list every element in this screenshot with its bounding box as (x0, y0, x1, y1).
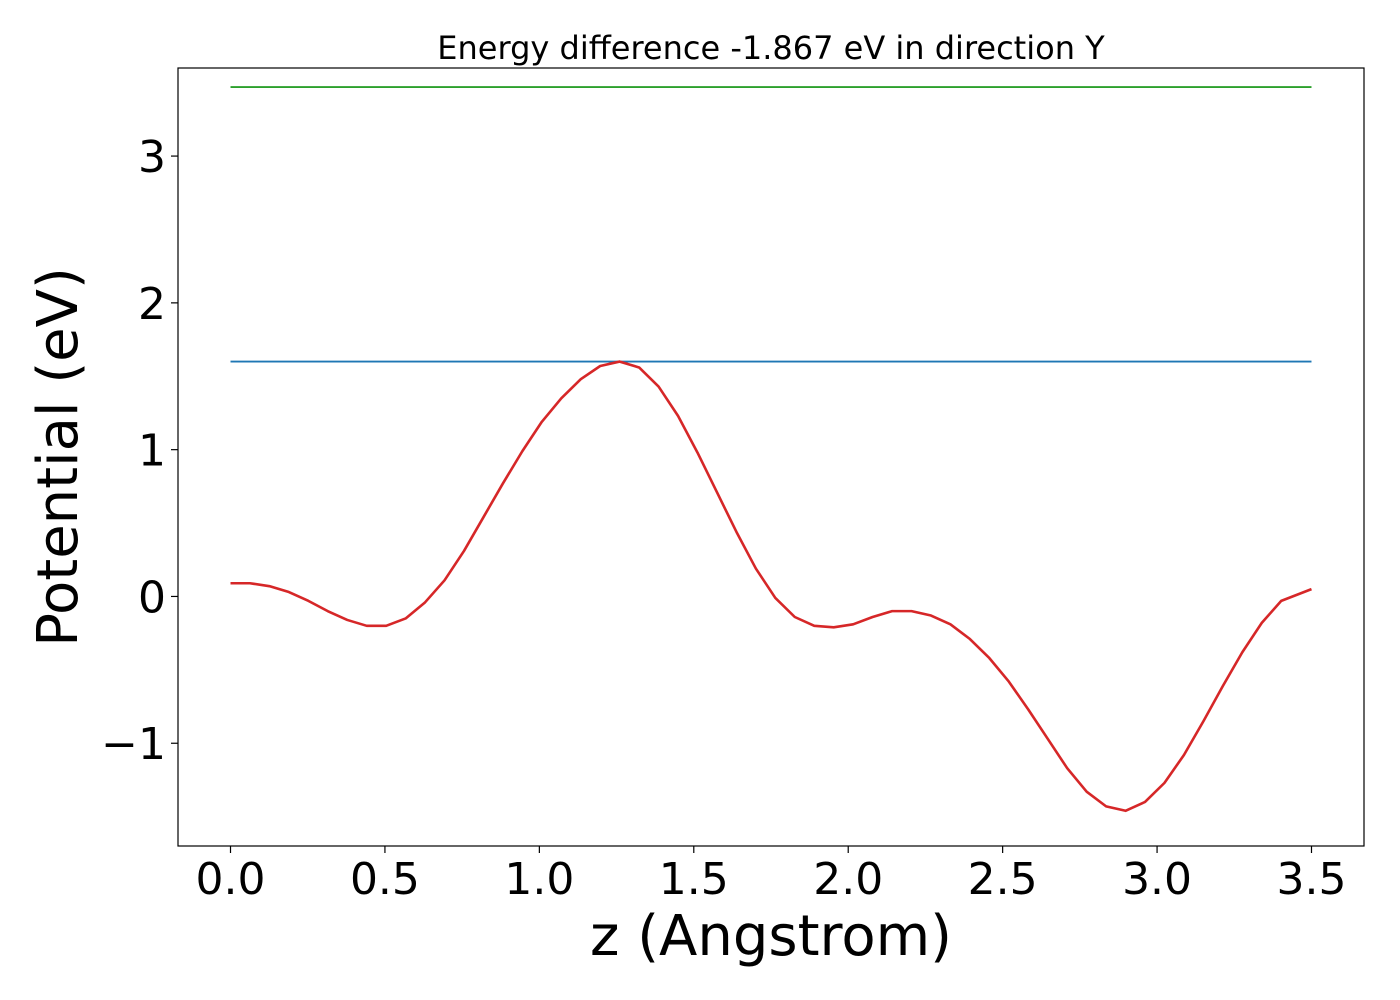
series-line-2 (230, 360, 1312, 813)
series-layer (230, 86, 1312, 813)
y-axis-ticks: −1 0 1 2 3 (101, 132, 178, 770)
y-tick-label: 1 (138, 426, 166, 477)
y-axis-label: Potential (eV) (26, 267, 91, 647)
y-tick-label: 2 (138, 279, 166, 330)
y-tick-label: 3 (138, 132, 166, 183)
x-tick-label: 3.5 (1277, 854, 1347, 905)
x-tick-label: 0.0 (196, 854, 266, 905)
x-tick-label: 2.0 (813, 854, 883, 905)
x-tick-label: 1.0 (504, 854, 574, 905)
y-tick-label: −1 (101, 719, 166, 770)
x-tick-label: 0.5 (350, 854, 420, 905)
x-axis-label: z (Angstrom) (590, 904, 952, 969)
y-tick-label: 0 (138, 572, 166, 623)
chart-title: Energy difference -1.867 eV in direction… (437, 29, 1105, 67)
x-tick-label: 2.5 (968, 854, 1038, 905)
plot-frame (177, 67, 1365, 847)
x-tick-label: 1.5 (659, 854, 729, 905)
x-tick-label: 3.0 (1122, 854, 1192, 905)
x-axis-ticks: 0.0 0.5 1.0 1.5 2.0 2.5 3.0 3.5 (196, 846, 1347, 905)
